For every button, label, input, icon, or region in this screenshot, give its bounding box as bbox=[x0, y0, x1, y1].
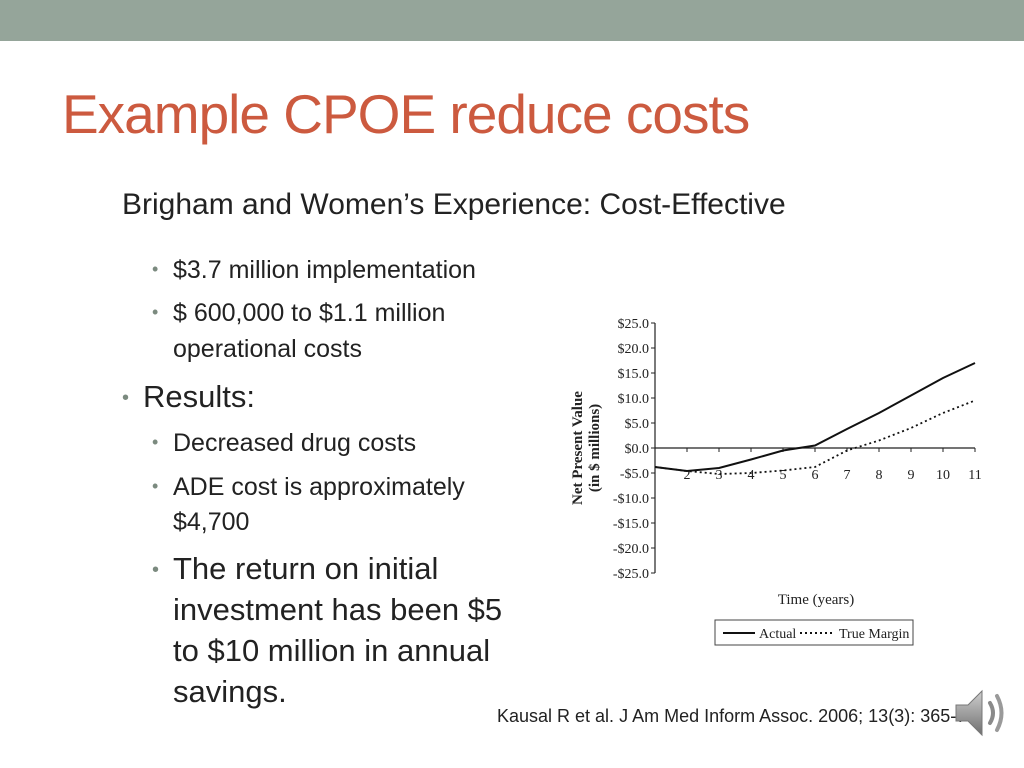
npv-chart: $25.0 $20.0 $15.0 $10.0 $5.0 $0.0 -$5.0 -$10.0 -… bbox=[560, 308, 990, 658]
slide-title: Example CPOE reduce costs bbox=[62, 83, 750, 145]
x-tick-label: 10 bbox=[936, 468, 950, 483]
x-tick-label: 5 bbox=[780, 468, 787, 483]
bullet-results: Results: bbox=[143, 379, 255, 414]
y-tick-label: $10.0 bbox=[618, 392, 650, 407]
bullet-return-line2: investment has been $5 bbox=[173, 592, 503, 627]
legend-actual-label: Actual bbox=[759, 627, 796, 642]
y-tick-label: $15.0 bbox=[618, 367, 650, 382]
citation: Kausal R et al. J Am Med Inform Assoc. 2… bbox=[497, 706, 967, 726]
legend-true-margin-label: True Margin bbox=[839, 627, 909, 642]
bullet-operational-line2: operational costs bbox=[173, 335, 363, 363]
y-tick-label: $5.0 bbox=[625, 417, 650, 432]
speaker-icon[interactable] bbox=[948, 681, 1012, 745]
series-line-actual bbox=[654, 362, 976, 473]
x-tick-label: 11 bbox=[968, 468, 981, 483]
x-tick-label: 7 bbox=[844, 468, 851, 483]
x-tick-label: 6 bbox=[812, 468, 819, 483]
x-tick-label: 4 bbox=[748, 468, 755, 483]
x-tick-label: 3 bbox=[716, 468, 723, 483]
npv-chart-svg: $25.0 $20.0 $15.0 $10.0 $5.0 $0.0 -$5.0 -$10.0 -… bbox=[570, 317, 982, 646]
x-tick-label: 9 bbox=[908, 468, 915, 483]
bullet-dot-icon: • bbox=[152, 259, 159, 279]
y-tick-label: -$15.0 bbox=[613, 517, 649, 532]
y-tick-label: $25.0 bbox=[618, 317, 650, 332]
slide-subtitle: Brigham and Women’s Experience: Cost-Eff… bbox=[122, 188, 786, 221]
bullet-operational-line1: $ 600,000 to $1.1 million bbox=[173, 299, 446, 327]
y-tick-label: -$20.0 bbox=[613, 542, 649, 557]
bullet-return-line3: to $10 million in annual bbox=[173, 633, 491, 668]
bullet-dot-icon: • bbox=[122, 387, 130, 409]
bullet-drug-costs: Decreased drug costs bbox=[173, 429, 417, 457]
series-line-true-margin bbox=[654, 399, 976, 475]
y-axis-label: Net Present Value(in $ millions) bbox=[570, 391, 603, 505]
y-tick-label: -$5.0 bbox=[620, 467, 649, 482]
y-tick-label: $20.0 bbox=[618, 342, 650, 357]
bullet-dot-icon: • bbox=[152, 432, 159, 452]
y-tick-label: -$25.0 bbox=[613, 567, 649, 582]
x-tick-label: 2 bbox=[684, 468, 691, 483]
bullet-implementation: $3.7 million implementation bbox=[173, 256, 476, 284]
x-axis-label: Time (years) bbox=[778, 592, 855, 608]
bullet-dot-icon: • bbox=[152, 302, 159, 322]
x-tick-label: 8 bbox=[876, 468, 883, 483]
bullet-return-line1: The return on initial bbox=[173, 551, 439, 586]
bullet-return-line4: savings. bbox=[173, 674, 287, 709]
top-bar bbox=[0, 0, 1024, 41]
bullet-ade-line1: ADE cost is approximately bbox=[173, 473, 465, 501]
bullet-dot-icon: • bbox=[152, 559, 160, 581]
y-tick-label: -$10.0 bbox=[613, 492, 649, 507]
bullet-ade-line2: $4,700 bbox=[173, 508, 250, 536]
y-tick-label: $0.0 bbox=[625, 442, 650, 457]
bullet-dot-icon: • bbox=[152, 476, 159, 496]
